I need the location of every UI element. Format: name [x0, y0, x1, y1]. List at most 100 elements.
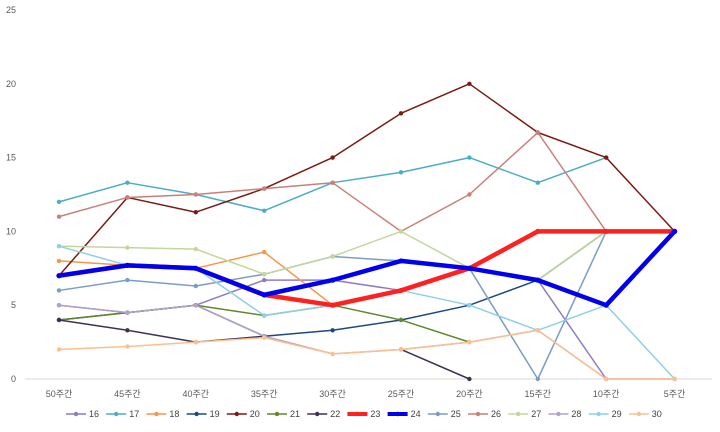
legend-label: 24: [411, 409, 421, 419]
data-point: [56, 347, 62, 352]
legend-item-19: 19: [186, 409, 220, 419]
data-point: [262, 313, 267, 318]
series-line-30: [58, 329, 676, 380]
legend-item-16: 16: [66, 409, 99, 419]
y-tick-label: 25: [6, 5, 16, 15]
legend-marker: [114, 411, 119, 417]
x-tick-label: 40주간: [183, 389, 210, 399]
legend-label: 23: [370, 409, 380, 419]
y-tick-label: 15: [6, 153, 16, 163]
data-point: [193, 339, 198, 345]
data-point: [193, 192, 198, 197]
data-point: [330, 351, 335, 357]
data-point: [398, 170, 404, 175]
data-point: [125, 277, 130, 283]
series-line-22: [58, 319, 265, 343]
series-line-28: [58, 304, 676, 380]
legend-item-27: 27: [508, 409, 541, 419]
legend-marker: [395, 411, 400, 417]
data-point: [125, 344, 130, 349]
data-point: [330, 328, 335, 333]
data-point: [262, 277, 267, 283]
data-point: [56, 317, 62, 323]
data-point: [125, 328, 130, 333]
legend-label: 17: [129, 409, 139, 419]
legend-label: 28: [571, 409, 581, 419]
legend-label: 27: [531, 409, 541, 419]
x-tick-label: 15주간: [525, 389, 552, 399]
series-line-22: [400, 348, 471, 380]
series-line-20: [58, 83, 676, 277]
legend-marker: [73, 411, 79, 417]
data-point: [56, 243, 62, 249]
data-point: [262, 272, 267, 277]
legend-label: 29: [612, 409, 622, 419]
data-point: [56, 258, 62, 264]
y-tick-label: 10: [6, 226, 16, 236]
legend-item-18: 18: [146, 409, 179, 419]
legend-label: 16: [89, 409, 99, 419]
series-line-27: [58, 230, 676, 281]
legend-label: 20: [250, 409, 260, 419]
x-tick-label: 30주간: [319, 389, 346, 399]
legend-marker: [475, 411, 481, 417]
data-point: [330, 277, 336, 283]
legend-label: 19: [210, 409, 220, 419]
data-point: [193, 210, 198, 215]
series-16: [56, 266, 609, 382]
data-point: [672, 228, 678, 234]
x-tick-label: 50주간: [46, 389, 73, 399]
data-point: [398, 347, 404, 352]
data-point: [535, 180, 540, 185]
data-point: [398, 317, 404, 323]
data-point: [193, 246, 198, 252]
x-tick-label: 35주간: [251, 389, 278, 399]
series-27: [56, 229, 677, 283]
data-point: [125, 245, 130, 250]
legend-item-20: 20: [226, 409, 260, 419]
legend-item-25: 25: [427, 409, 461, 419]
data-point: [56, 199, 62, 205]
data-point: [466, 265, 472, 271]
legend-marker: [355, 411, 360, 417]
series-24: [56, 228, 678, 308]
data-point: [535, 228, 541, 234]
series-19: [56, 229, 677, 339]
legend-marker: [435, 411, 440, 417]
data-point: [56, 303, 62, 308]
data-point: [261, 292, 267, 298]
data-point: [56, 214, 62, 219]
data-point: [603, 302, 609, 308]
data-point: [262, 208, 267, 213]
data-point: [330, 254, 335, 259]
data-point: [603, 228, 609, 234]
data-point: [125, 310, 130, 315]
y-tick-label: 5: [11, 300, 16, 310]
legend-item-24: 24: [387, 409, 421, 419]
axes: 0 5 10 15 20 25 50주간 45주간 40주간 35주간 30주간 25주간 20주간 15…: [6, 5, 712, 399]
legend-item-29: 29: [588, 409, 622, 419]
y-tick-label: 0: [11, 374, 16, 384]
legend-item-22: 22: [307, 409, 340, 419]
data-point: [193, 283, 198, 289]
data-point: [56, 273, 62, 279]
legend-item-21: 21: [267, 409, 300, 419]
data-point: [467, 155, 472, 160]
data-point: [398, 229, 404, 234]
data-point: [124, 262, 130, 268]
legend-label: 18: [169, 409, 179, 419]
data-point: [330, 155, 335, 160]
data-point: [604, 376, 609, 382]
data-point: [330, 180, 335, 185]
series-30: [56, 328, 677, 382]
data-point: [398, 258, 404, 264]
data-point: [398, 111, 404, 116]
legend-marker: [596, 411, 601, 417]
series-22: [56, 317, 472, 382]
data-point: [262, 249, 267, 255]
legend-marker: [516, 411, 521, 417]
data-point: [125, 180, 130, 185]
x-tick-label: 25주간: [388, 389, 415, 399]
series-26: [56, 130, 609, 234]
